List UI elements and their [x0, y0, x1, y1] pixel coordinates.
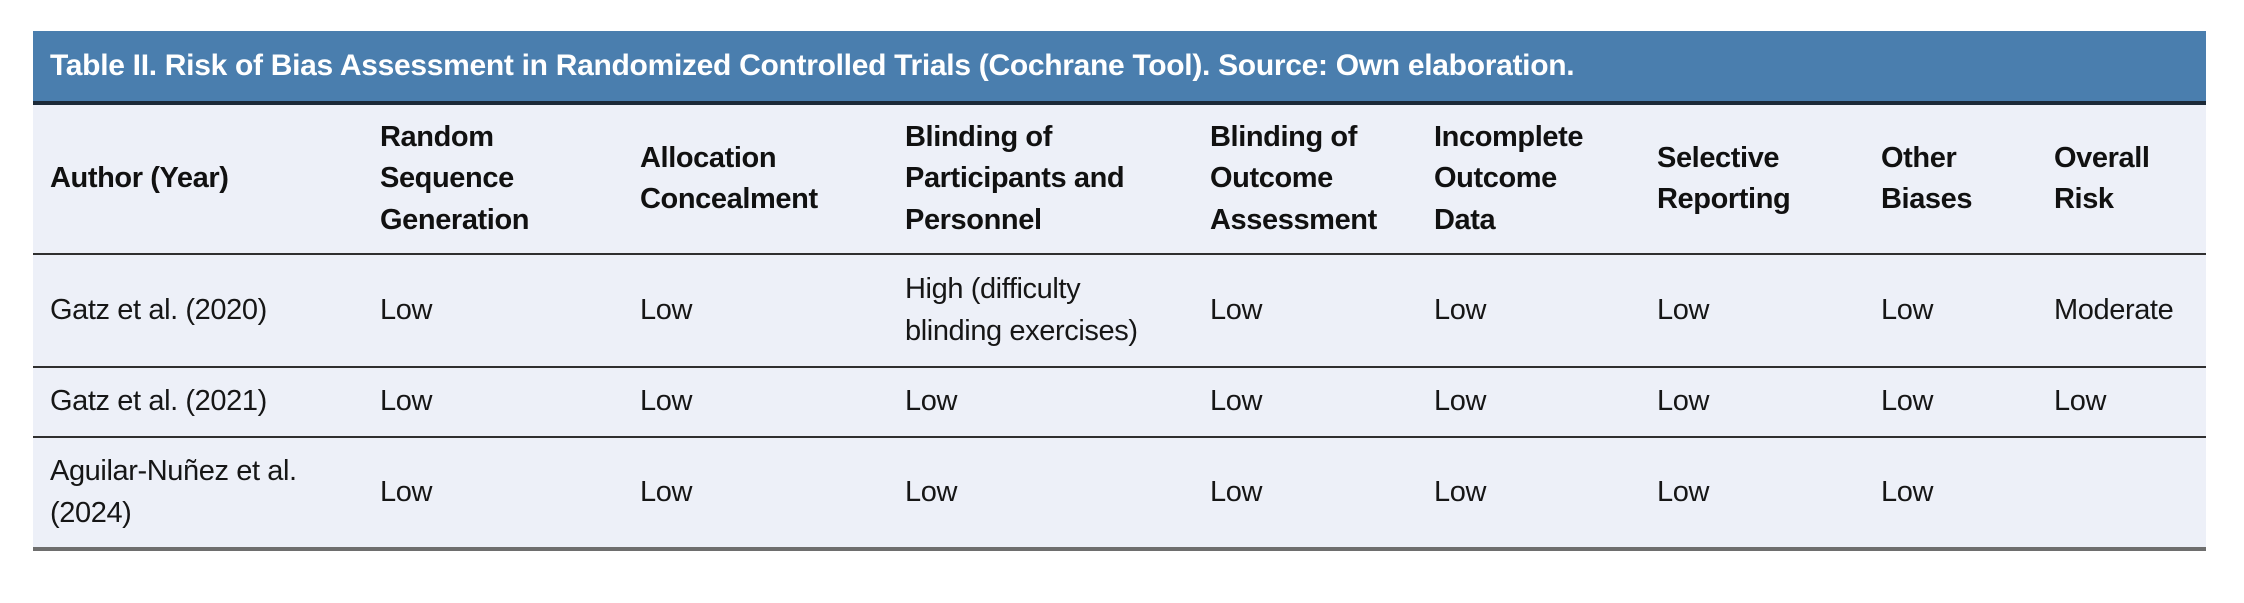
cell-overall-risk: Low — [2054, 385, 2106, 418]
cell-overall-risk — [2037, 437, 2206, 549]
cell-random-sequence-generation: Low — [380, 475, 432, 508]
risk-of-bias-table-card: Table II. Risk of Bias Assessment in Ran… — [33, 31, 2206, 551]
table-title-bar: Table II. Risk of Bias Assessment in Ran… — [33, 31, 2206, 105]
cell-incomplete-outcome-data: Low — [1434, 385, 1486, 418]
table-title: Table II. Risk of Bias Assessment in Ran… — [50, 49, 1575, 82]
risk-of-bias-table: Author (Year) Random Sequence Generation… — [33, 105, 2206, 551]
cell-author: Aguilar-Nuñez et al. (2024) — [50, 455, 297, 529]
table-row-aguilar-nunez-2024: Aguilar-Nuñez et al. (2024) Low Low Low … — [33, 437, 2206, 549]
col-header-overall-risk: Overall Risk — [2054, 141, 2150, 215]
cell-random-sequence-generation: Low — [380, 293, 432, 326]
col-header-random-sequence-generation: Random Sequence Generation — [380, 121, 530, 236]
cell-selective-reporting: Low — [1657, 293, 1709, 326]
header-row: Author (Year) Random Sequence Generation… — [33, 105, 2206, 254]
cell-blinding-participants-personnel: Low — [905, 475, 957, 508]
cell-overall-risk: Moderate — [2054, 293, 2174, 326]
cell-blinding-participants-personnel: High (difficulty blinding exercises) — [905, 273, 1138, 347]
col-header-author-year: Author (Year) — [50, 162, 229, 195]
col-header-other-biases: Other Biases — [1881, 141, 1973, 215]
table-row-gatz-2020: Gatz et al. (2020) Low Low High (difficu… — [33, 254, 2206, 367]
cell-selective-reporting: Low — [1657, 475, 1709, 508]
cell-incomplete-outcome-data: Low — [1434, 475, 1486, 508]
cell-other-biases: Low — [1881, 385, 1933, 418]
cell-allocation-concealment: Low — [640, 475, 692, 508]
table-row-gatz-2021: Gatz et al. (2021) Low Low Low Low Low L… — [33, 367, 2206, 437]
cell-random-sequence-generation: Low — [380, 385, 432, 418]
col-header-blinding-outcome-assessment: Blinding of Outcome Assessment — [1210, 121, 1377, 236]
cell-blinding-participants-personnel: Low — [905, 385, 957, 418]
cell-allocation-concealment: Low — [640, 293, 692, 326]
cell-author: Gatz et al. (2020) — [50, 293, 267, 326]
cell-allocation-concealment: Low — [640, 385, 692, 418]
cell-other-biases: Low — [1881, 475, 1933, 508]
cell-incomplete-outcome-data: Low — [1434, 293, 1486, 326]
col-header-selective-reporting: Selective Reporting — [1657, 141, 1791, 215]
cell-selective-reporting: Low — [1657, 385, 1709, 418]
cell-blinding-outcome-assessment: Low — [1210, 475, 1262, 508]
cell-other-biases: Low — [1881, 293, 1933, 326]
cell-blinding-outcome-assessment: Low — [1210, 293, 1262, 326]
cell-blinding-outcome-assessment: Low — [1210, 385, 1262, 418]
cell-author: Gatz et al. (2021) — [50, 385, 267, 418]
col-header-blinding-participants-personnel: Blinding of Participants and Personnel — [905, 121, 1125, 236]
col-header-allocation-concealment: Allocation Concealment — [640, 141, 818, 215]
col-header-incomplete-outcome-data: Incomplete Outcome Data — [1434, 121, 1584, 236]
